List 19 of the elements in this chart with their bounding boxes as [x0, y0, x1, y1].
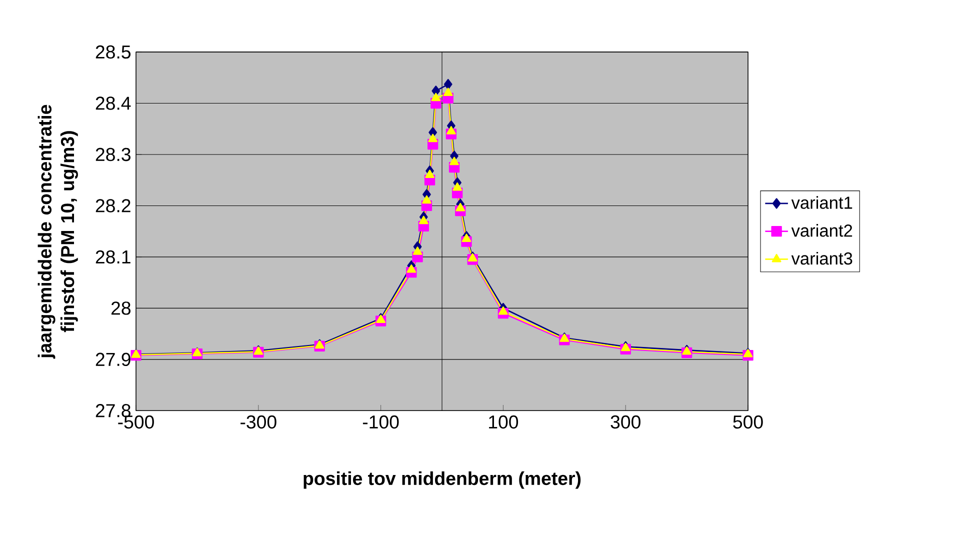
y-axis-title: jaargemiddelde concentratie fijnstof (PM 10, ug/m3): [38, 104, 78, 359]
y-tick-label: 28.5: [96, 45, 131, 59]
legend-label: variant1: [791, 196, 852, 209]
y-tick-label: 27.8: [96, 404, 130, 418]
y-tick-label: 28.1: [96, 250, 130, 264]
x-tick-label: -300: [240, 415, 276, 429]
y-tick-label: 28.2: [96, 199, 130, 212]
legend-label: variant3: [791, 252, 852, 265]
y-tick-label: 28: [111, 302, 130, 315]
x-tick-label: -500: [118, 415, 154, 429]
x-tick-label: 300: [610, 415, 640, 429]
legend-label: variant2: [791, 224, 852, 237]
x-tick-label: -100: [362, 415, 399, 429]
y-tick-label: 28.3: [96, 148, 130, 162]
x-axis-title: positie tov middenberm (meter): [304, 471, 581, 489]
x-tick-label: 500: [733, 415, 763, 429]
x-tick-label: 100: [489, 415, 518, 429]
y-tick-label: 27.9: [96, 352, 130, 366]
y-tick-label: 28.4: [96, 96, 131, 110]
